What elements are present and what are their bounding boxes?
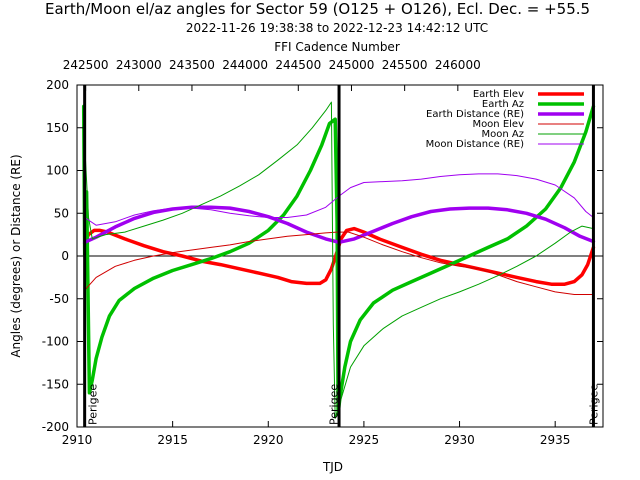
legend-label: Earth Distance (RE) bbox=[426, 109, 524, 120]
y-tick-label: 50 bbox=[54, 206, 69, 220]
y-tick-label: 100 bbox=[46, 164, 69, 178]
chart-subtitle: 2022-11-26 19:38:38 to 2022-12-23 14:42:… bbox=[186, 21, 488, 35]
series-line bbox=[84, 101, 594, 419]
x-tick-label: 2910 bbox=[62, 433, 93, 447]
chart-title: Earth/Moon el/az angles for Sector 59 (O… bbox=[45, 0, 590, 18]
series-line bbox=[81, 104, 596, 416]
x2-axis-label: FFI Cadence Number bbox=[274, 40, 400, 54]
x-axis-label: TJD bbox=[322, 460, 343, 474]
legend-label: Moon Distance (RE) bbox=[426, 139, 524, 150]
series-line bbox=[84, 173, 594, 226]
y-tick-label: 200 bbox=[46, 78, 69, 92]
perigee-label: Perigee bbox=[86, 384, 99, 425]
perigee-label: Perigee bbox=[587, 384, 600, 425]
x2-tick-label: 246000 bbox=[435, 58, 481, 72]
x2-tick-label: 244000 bbox=[222, 58, 268, 72]
series-line bbox=[84, 231, 594, 295]
y-tick-label: 150 bbox=[46, 121, 69, 135]
x2-tick-label: 244500 bbox=[275, 58, 321, 72]
plot-layer: Perigee Perigee Perigee 200 150 100 50 0 -50 -100… bbox=[42, 58, 604, 447]
x2-tick-label: 245000 bbox=[329, 58, 375, 72]
x2-tick-label: 243000 bbox=[116, 58, 162, 72]
x2-tick-label: 245500 bbox=[382, 58, 428, 72]
y-tick-label: 0 bbox=[61, 249, 69, 263]
perigee-label: Perigee bbox=[327, 384, 340, 425]
legend-label: Earth Elev bbox=[473, 89, 524, 100]
legend-label: Moon Elev bbox=[472, 119, 524, 130]
legend-label: Earth Az bbox=[482, 99, 524, 110]
y-tick-label: -150 bbox=[42, 377, 69, 391]
y-tick-label: -200 bbox=[42, 420, 69, 434]
y-axis-label: Angles (degrees) or Distance (RE) bbox=[9, 154, 23, 357]
x2-tick-label: 242500 bbox=[63, 58, 109, 72]
y-tick-label: -100 bbox=[42, 335, 69, 349]
x-tick-label: 2930 bbox=[444, 433, 475, 447]
x-tick-label: 2925 bbox=[349, 433, 380, 447]
x-tick-label: 2920 bbox=[253, 433, 284, 447]
x-tick-label: 2915 bbox=[157, 433, 188, 447]
y-tick-label: -50 bbox=[49, 292, 69, 306]
legend-label: Moon Az bbox=[482, 129, 524, 140]
x2-tick-label: 243500 bbox=[169, 58, 215, 72]
x-tick-label: 2935 bbox=[540, 433, 571, 447]
